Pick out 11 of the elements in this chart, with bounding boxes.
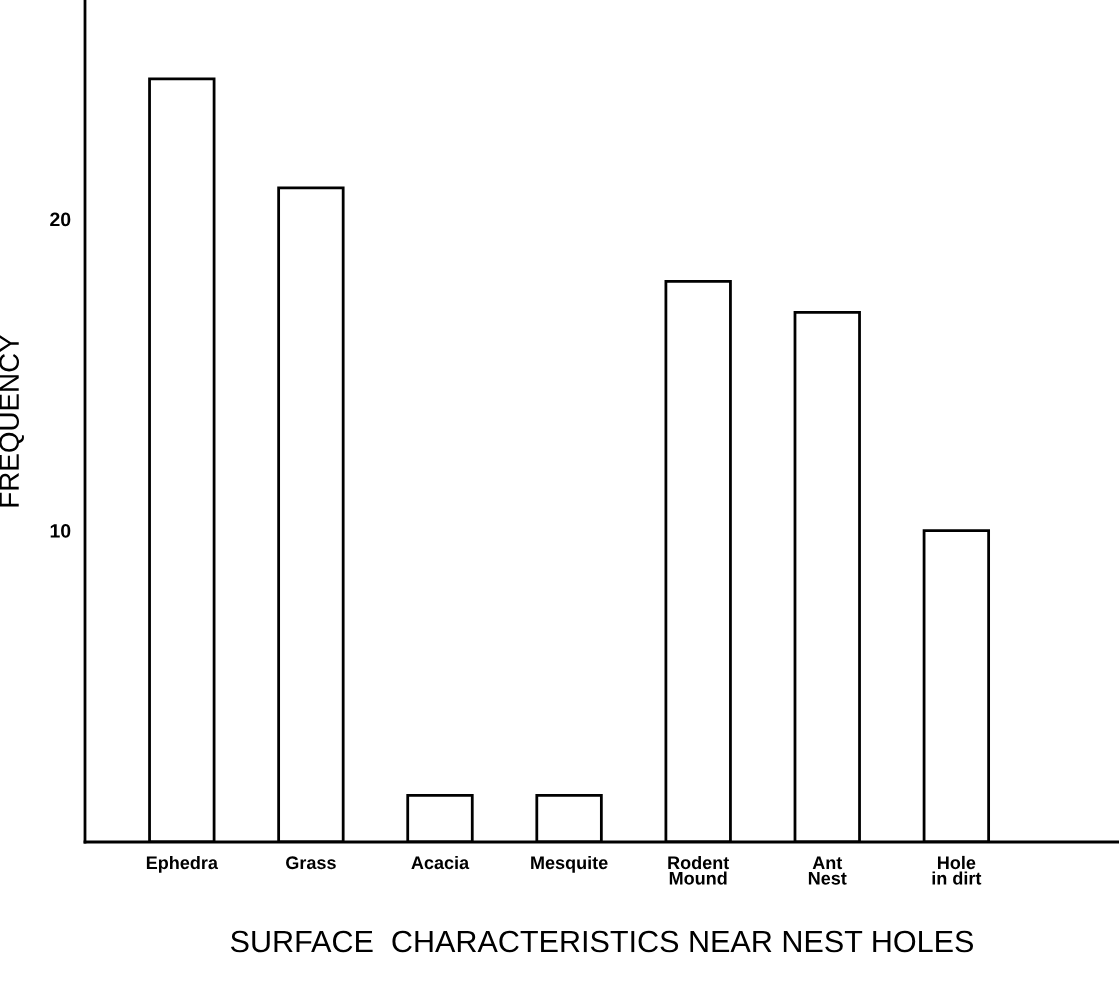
x-tick-label: Ephedra — [146, 855, 219, 873]
x-tick-label: Hole in dirt — [932, 855, 982, 885]
y-tick-label: 10 — [50, 523, 71, 538]
y-tick-label: 20 — [50, 212, 71, 227]
y-axis-title: FREQUENCY — [0, 334, 24, 507]
x-axis-title: SURFACE CHARACTERISTICS NEAR NEST HOLES — [230, 930, 973, 953]
x-tick-label: Ant Nest — [808, 856, 847, 885]
x-tick-label: Mesquite — [531, 855, 608, 873]
x-tick-label: Acacia — [411, 855, 470, 870]
x-tick-label: Grass — [286, 856, 336, 870]
x-tick-label: Rodent Mound — [668, 855, 730, 885]
